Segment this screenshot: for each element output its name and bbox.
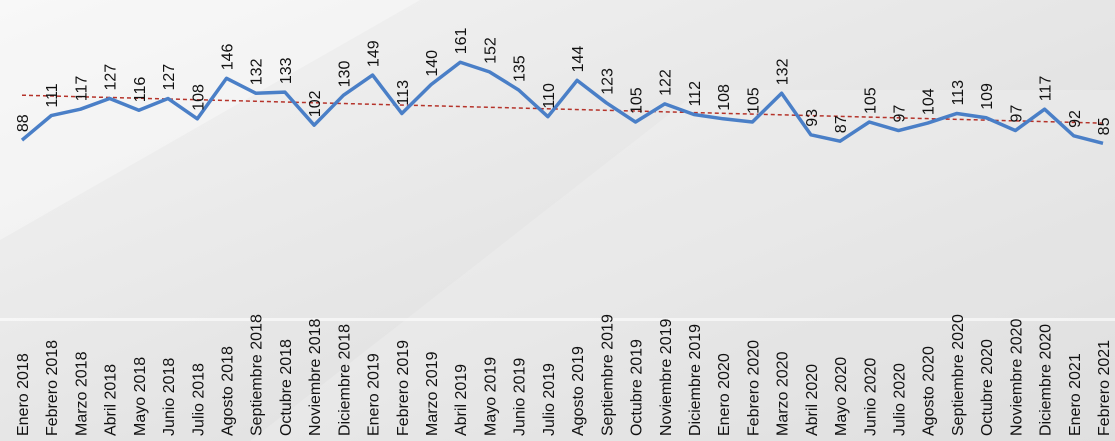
- x-tick-label: Marzo 2018: [73, 351, 90, 436]
- x-tick-label: Septiembre 2020: [950, 314, 967, 436]
- data-label: 152: [482, 37, 499, 64]
- x-tick-label: Noviembre 2020: [1008, 319, 1025, 436]
- x-tick-label: Junio 2019: [512, 358, 529, 436]
- data-label: 117: [73, 76, 90, 102]
- data-label: 97: [891, 105, 908, 123]
- data-label: 161: [453, 27, 470, 54]
- x-tick-label: Mayo 2019: [482, 357, 499, 436]
- x-tick-label: Agosto 2020: [921, 346, 938, 436]
- x-tick-label: Mayo 2020: [833, 357, 850, 436]
- x-tick-label: Abril 2019: [453, 364, 470, 436]
- x-tick-label: Agosto 2019: [570, 346, 587, 436]
- data-label: 116: [132, 77, 149, 103]
- x-tick-label: Diciembre 2020: [1038, 324, 1055, 436]
- data-label: 149: [366, 40, 383, 67]
- data-label: 97: [1008, 105, 1025, 123]
- data-label: 104: [921, 88, 938, 115]
- data-line: [20, 60, 1104, 146]
- x-tick-label: Marzo 2020: [775, 351, 792, 436]
- x-tick-label: Abril 2018: [103, 364, 120, 436]
- data-label: 144: [570, 46, 587, 73]
- data-label: 127: [161, 64, 178, 91]
- data-label: 105: [745, 87, 762, 114]
- x-tick-label: Junio 2020: [862, 358, 879, 436]
- data-label: 117: [1038, 76, 1055, 102]
- x-tick-label: Noviembre 2018: [307, 319, 324, 437]
- data-label: 105: [862, 87, 879, 114]
- x-tick-label: Noviembre 2019: [658, 319, 675, 437]
- x-tick-label: Septiembre 2019: [599, 314, 616, 436]
- data-label: 123: [599, 68, 616, 95]
- background-shape: [250, 90, 1115, 441]
- x-tick-label: Julio 2019: [541, 363, 558, 436]
- x-tick-label: Agosto 2018: [220, 346, 237, 436]
- data-label: 146: [220, 43, 237, 70]
- data-label: 127: [103, 64, 120, 91]
- x-tick-label: Enero 2020: [716, 353, 733, 436]
- data-label: 135: [512, 55, 529, 82]
- x-tick-label: Febrero 2021: [1096, 340, 1113, 436]
- data-label: 132: [775, 58, 792, 85]
- data-label: 108: [716, 84, 733, 111]
- background-shape: [0, 0, 420, 240]
- band-line: [0, 318, 1115, 321]
- x-tick-label: Marzo 2019: [424, 351, 441, 436]
- x-tick-label: Febrero 2020: [745, 340, 762, 436]
- x-tick-label: Octubre 2020: [979, 339, 996, 436]
- data-label: 110: [541, 83, 558, 109]
- x-tick-label: Febrero 2019: [395, 340, 412, 436]
- trend-line: [21, 94, 1104, 124]
- x-tick-label: Junio 2018: [161, 358, 178, 436]
- data-label: 130: [336, 61, 353, 88]
- data-label: 112: [687, 81, 704, 107]
- data-label: 87: [833, 115, 850, 133]
- data-label: 132: [249, 58, 266, 85]
- x-tick-label: Febrero 2018: [44, 340, 61, 436]
- data-label: 92: [1067, 110, 1084, 128]
- data-label: 111: [44, 83, 61, 107]
- data-label: 109: [979, 83, 996, 110]
- data-label: 85: [1096, 117, 1113, 135]
- data-label: 122: [658, 69, 675, 96]
- data-label: 105: [629, 87, 646, 114]
- data-label: 88: [15, 114, 32, 132]
- x-tick-label: Diciembre 2019: [687, 324, 704, 436]
- x-tick-label: Enero 2019: [366, 353, 383, 436]
- x-tick-label: Julio 2020: [891, 363, 908, 436]
- data-label: 113: [950, 80, 967, 106]
- data-label: 108: [190, 84, 207, 111]
- data-label: 113: [395, 80, 412, 106]
- x-tick-label: Enero 2021: [1067, 353, 1084, 436]
- x-tick-label: Octubre 2018: [278, 339, 295, 436]
- data-label: 102: [307, 90, 324, 117]
- data-label: 93: [804, 109, 821, 127]
- x-tick-label: Enero 2018: [15, 353, 32, 436]
- data-label: 140: [424, 50, 441, 77]
- x-tick-label: Septiembre 2018: [249, 314, 266, 436]
- data-label: 133: [278, 57, 295, 84]
- x-tick-label: Octubre 2019: [629, 339, 646, 436]
- x-tick-label: Julio 2018: [190, 363, 207, 436]
- x-tick-label: Abril 2020: [804, 364, 821, 436]
- x-tick-label: Diciembre 2018: [336, 324, 353, 436]
- x-tick-label: Mayo 2018: [132, 357, 149, 436]
